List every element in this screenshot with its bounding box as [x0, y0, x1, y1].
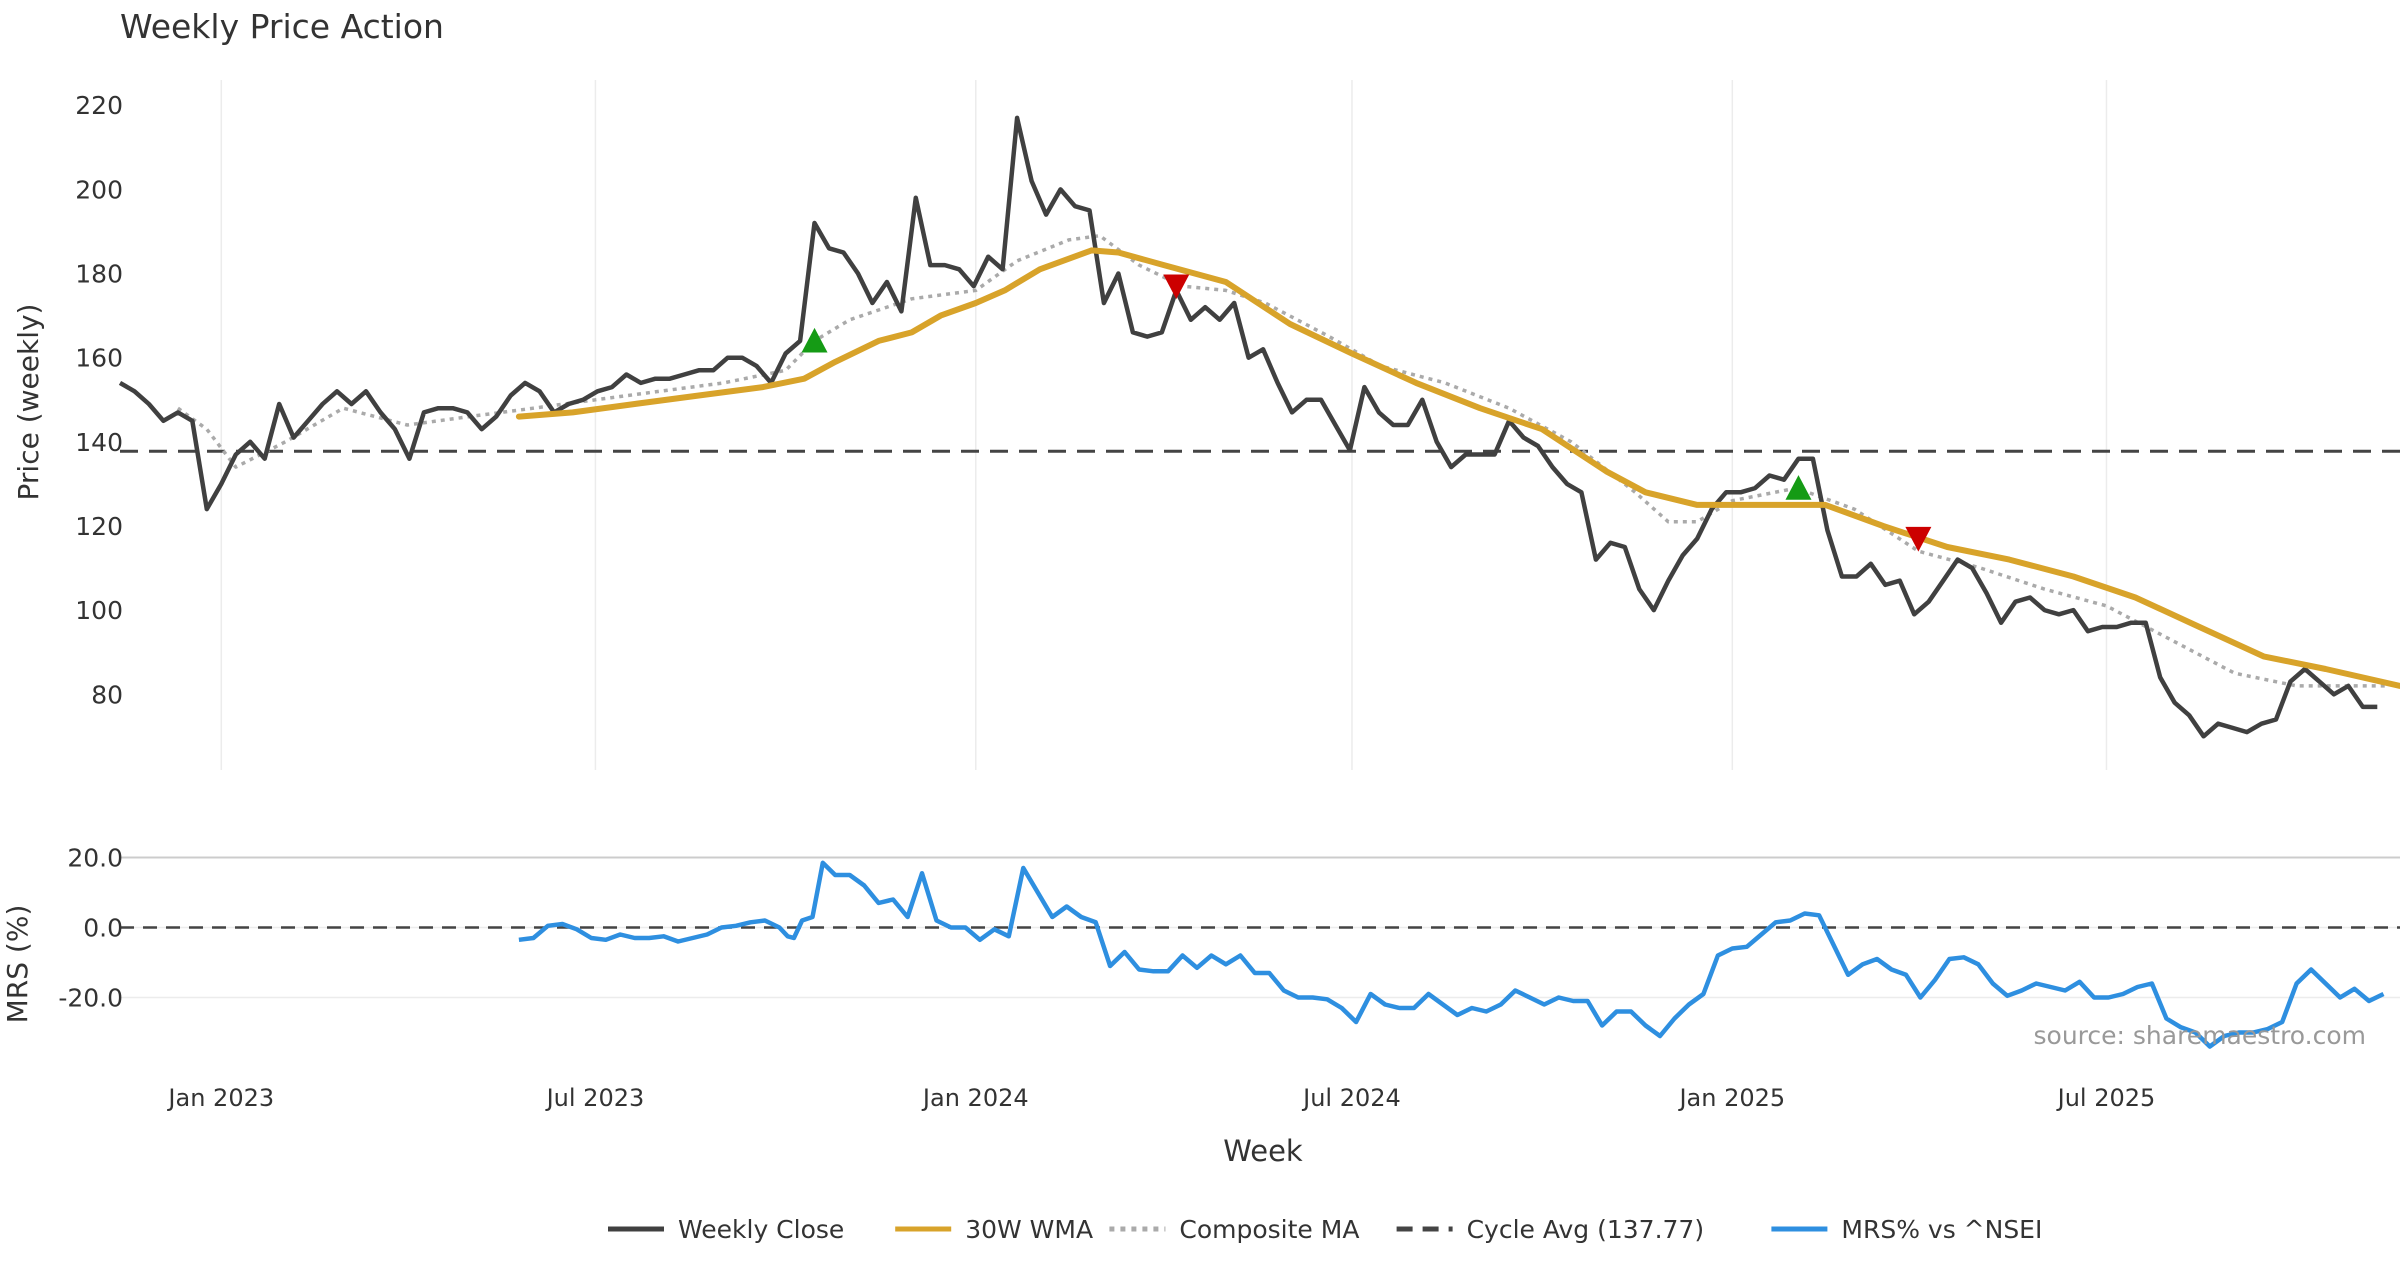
sell-signal-marker — [1163, 274, 1190, 300]
chart-legend: Weekly Close 30W WMA Composite MA Cycle Avg… — [608, 1215, 2042, 1244]
price-y-tick-label: 100 — [75, 596, 123, 625]
mrs-y-tick-label: -20.0 — [58, 984, 123, 1013]
mrs-y-tick-label: 20.0 — [67, 844, 123, 873]
price-y-tick-label: 200 — [75, 175, 123, 204]
price-y-tick-label: 80 — [91, 680, 123, 709]
buy-signal-marker — [1785, 475, 1812, 500]
x-axis-ticks: Jan 2023 Jul 2023 Jan 2024 Jul 2024 Jan 2025… — [166, 1084, 2155, 1112]
x-tick-label: Jul 2025 — [2056, 1084, 2156, 1112]
signal-markers — [801, 274, 1932, 552]
x-tick-label: Jan 2024 — [921, 1084, 1029, 1112]
x-tick-label: Jan 2025 — [1677, 1084, 1785, 1112]
price-y-axis-label: Price (weekly) — [12, 304, 45, 501]
mrs-y-ticks: 20.0 0.0 -20.0 — [58, 844, 123, 1013]
mrs-line — [518, 860, 2385, 1049]
composite-ma-line — [176, 233, 2390, 688]
x-tick-label: Jul 2024 — [1301, 1084, 1401, 1112]
mrs-y-axis-label: MRS (%) — [1, 905, 34, 1024]
chart-title: Weekly Price Action — [120, 7, 444, 46]
sell-signal-marker — [1905, 526, 1932, 552]
weekly-close-line — [118, 115, 2378, 739]
main-gridlines — [220, 80, 2108, 770]
legend-label: Composite MA — [1179, 1215, 1359, 1244]
x-axis-label: Week — [1223, 1134, 1303, 1168]
price-series — [118, 115, 2400, 739]
price-y-ticks: 80 100 120 140 160 180 200 220 — [75, 91, 123, 709]
price-y-tick-label: 120 — [75, 512, 123, 541]
source-annotation: source: sharemaestro.com — [2034, 1021, 2367, 1050]
x-tick-label: Jan 2023 — [166, 1084, 274, 1112]
mrs-series — [518, 860, 2385, 1049]
x-tick-label: Jul 2023 — [545, 1084, 645, 1112]
price-y-tick-label: 180 — [75, 260, 123, 289]
legend-label: Weekly Close — [678, 1215, 844, 1244]
legend-label: Cycle Avg (137.77) — [1467, 1215, 1705, 1244]
price-y-tick-label: 220 — [75, 91, 123, 120]
legend-label: MRS% vs ^NSEI — [1841, 1215, 2042, 1244]
price-y-tick-label: 140 — [75, 428, 123, 457]
wma-30w-line — [515, 247, 2400, 689]
price-y-tick-label: 160 — [75, 344, 123, 373]
legend-label: 30W WMA — [965, 1215, 1093, 1244]
buy-signal-marker — [801, 327, 828, 353]
mrs-gridlines — [120, 856, 2400, 999]
mrs-y-tick-label: 0.0 — [83, 914, 123, 943]
